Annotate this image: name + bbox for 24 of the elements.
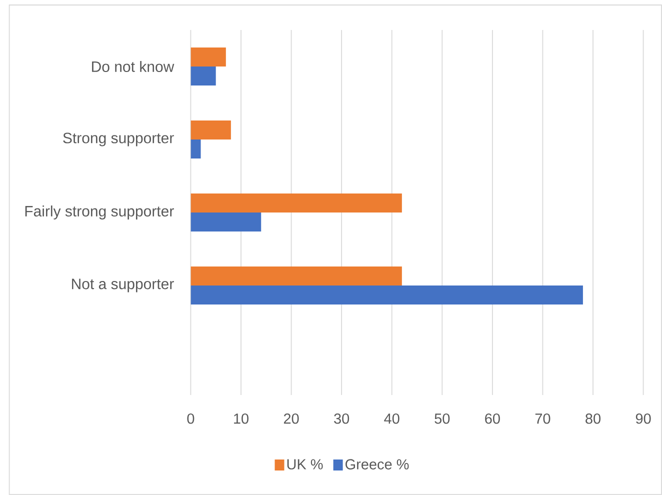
x-tick-label: 70	[535, 414, 550, 424]
legend-label: Greece %	[346, 459, 409, 470]
x-tick-label: 20	[284, 414, 299, 424]
bar	[190, 212, 262, 232]
legend-label: UK %	[287, 459, 323, 470]
y-tick-label: Not a supporter	[72, 278, 174, 292]
x-tick-label: 40	[384, 414, 400, 424]
x-tick-label: 30	[334, 414, 350, 424]
bar	[190, 139, 201, 158]
bar	[190, 194, 402, 212]
x-tick-label: 0	[187, 414, 194, 424]
bar	[190, 285, 583, 304]
y-tick-label: Strong supporter	[63, 132, 174, 146]
x-tick-label: 60	[485, 414, 500, 424]
x-tick-label: 10	[234, 414, 248, 424]
y-tick-label: Fairly strong supporter	[25, 205, 174, 220]
x-tick-label: 50	[434, 414, 450, 424]
x-tick-label: 90	[636, 414, 651, 424]
y-tick-label: Do not know	[92, 60, 174, 72]
x-tick-label: 80	[586, 414, 601, 424]
bar	[190, 120, 231, 140]
bar	[190, 66, 216, 86]
bar	[190, 266, 402, 286]
bar	[190, 48, 226, 66]
